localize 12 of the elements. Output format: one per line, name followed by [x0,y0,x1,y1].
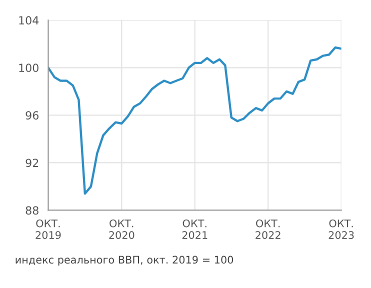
x-tick-label: ОКТ. 2022 [256,219,280,239]
y-tick-label: 104 [19,16,39,25]
x-tick-label: ОКТ. 2020 [109,219,134,239]
x-tick-label: ОКТ. 2019 [36,219,61,239]
y-tick-label: 100 [19,64,38,72]
y-tick-label: 92 [26,158,38,168]
x-tick-label: ОКТ. 2023 [328,219,354,239]
line-series [48,46,342,195]
x-tick-label: ОКТ. 2021 [182,219,208,239]
y-tick-label: 88 [26,206,38,215]
text: индекс реального ВВП, окт. 2019 = 100 [16,256,234,266]
y-tick-label: 96 [26,111,38,120]
